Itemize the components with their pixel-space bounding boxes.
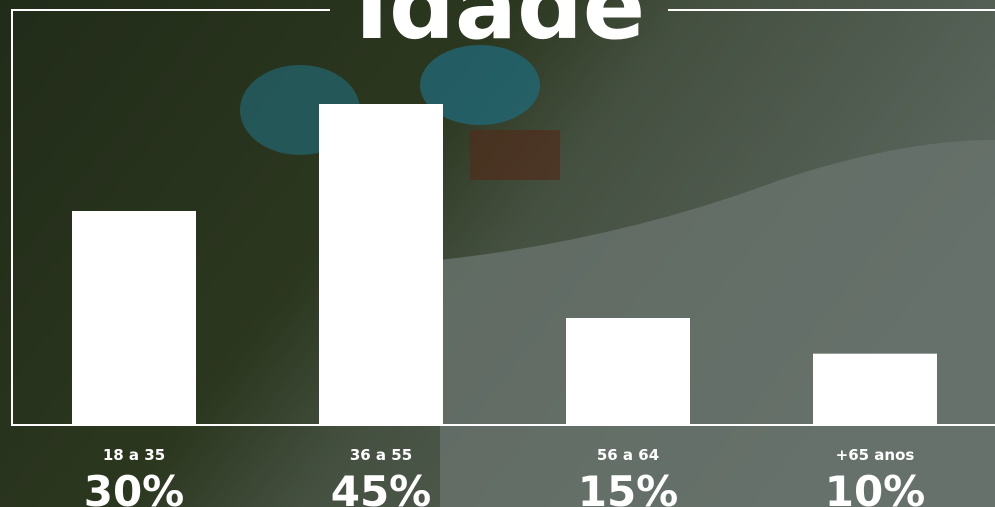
category-label: 18 a 35 <box>103 446 165 464</box>
category-label: +65 anos <box>836 446 915 464</box>
bar <box>72 211 196 425</box>
bar <box>813 353 937 425</box>
frame <box>11 9 995 426</box>
value-label: 15% <box>578 467 679 507</box>
bar <box>319 104 443 425</box>
value-label: 45% <box>331 467 432 507</box>
value-label: 10% <box>825 467 926 507</box>
chart-title: Idade <box>355 0 645 60</box>
bar <box>566 318 690 425</box>
category-label: 36 a 55 <box>350 446 412 464</box>
category-label: 56 a 64 <box>597 446 659 464</box>
value-label: 30% <box>84 467 185 507</box>
